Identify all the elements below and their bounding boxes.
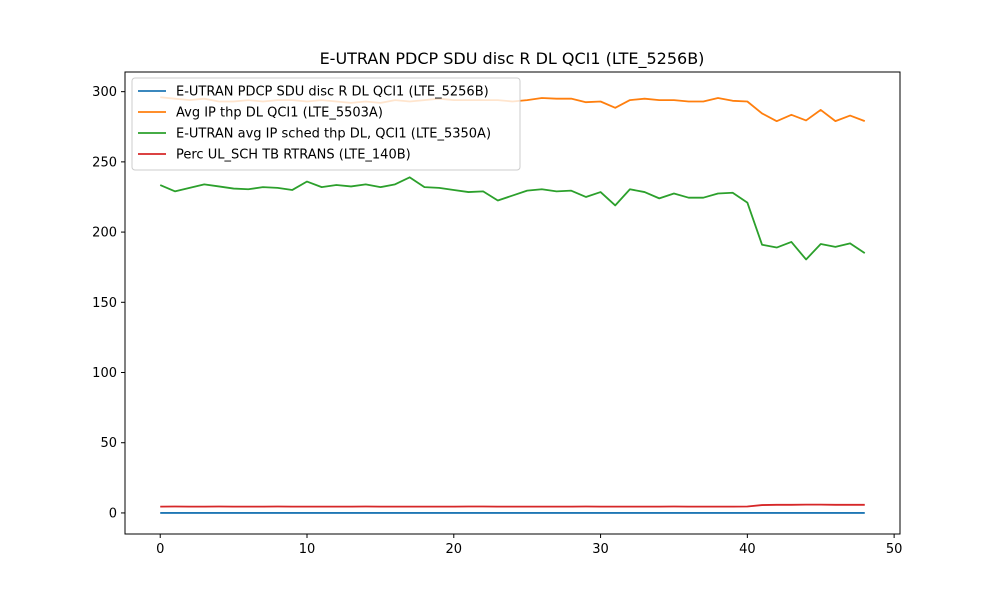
legend-label: E-UTRAN PDCP SDU disc R DL QCI1 (LTE_525…	[176, 85, 489, 100]
x-tick-label: 0	[156, 542, 164, 557]
series-line-3	[159, 176, 866, 261]
y-tick-label: 300	[92, 85, 117, 100]
plot-frame	[124, 71, 901, 535]
legend-box	[131, 77, 521, 171]
y-tick-label: 0	[109, 506, 117, 521]
axes: 0 10 20 30 40 50 0 50 100 150 200 250 300	[92, 71, 903, 557]
y-tick-label: 200	[92, 226, 117, 241]
y-tick-label: 50	[100, 436, 117, 451]
x-tick-label: 10	[299, 542, 316, 557]
legend-label: Avg IP thp DL QCI1 (LTE_5503A)	[176, 106, 383, 121]
y-tick-label: 150	[92, 296, 117, 311]
series-line-4	[160, 503, 865, 508]
x-tick-label: 50	[886, 542, 903, 557]
y-tick-label: 100	[92, 366, 117, 381]
legend-label: E-UTRAN avg IP sched thp DL, QCI1 (LTE_5…	[176, 127, 491, 142]
x-tick-label: 40	[739, 542, 756, 557]
chart-title: E-UTRAN PDCP SDU disc R DL QCI1 (LTE_525…	[320, 49, 705, 69]
x-tick-label: 20	[446, 542, 463, 557]
legend: E-UTRAN PDCP SDU disc R DL QCI1 (LTE_525…	[131, 77, 521, 171]
x-tick-label: 30	[592, 542, 609, 557]
legend-label: Perc UL_SCH TB RTRANS (LTE_140B)	[176, 148, 411, 163]
y-tick-label: 250	[92, 155, 117, 170]
